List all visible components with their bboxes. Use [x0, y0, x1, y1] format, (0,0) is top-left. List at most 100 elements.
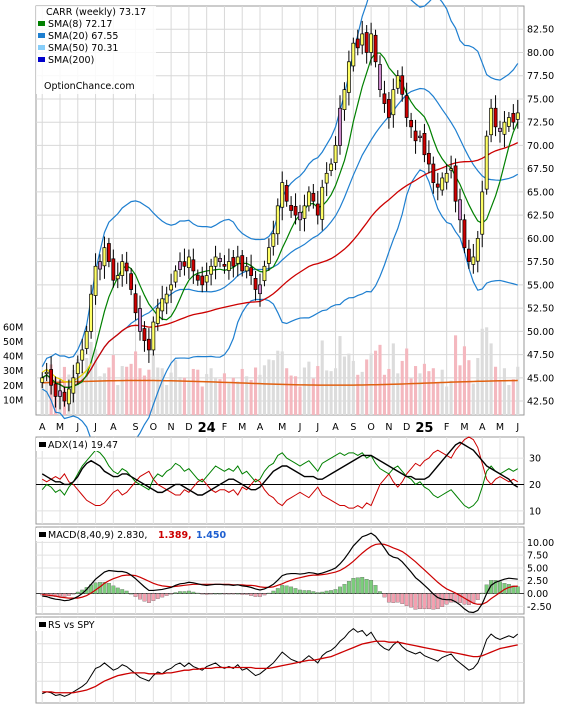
volume-bar: [378, 344, 382, 415]
x-axis-ticks: A M J J A S O N D 24 F M A M J J A S O N D 25 F M A M J: [39, 421, 519, 436]
macd-y-tick-label: -2.50: [527, 602, 552, 613]
candle-body: [200, 275, 205, 286]
volume-bar: [338, 336, 342, 415]
volume-bar: [271, 360, 275, 415]
adx-series-line: [41, 449, 519, 509]
candle-body: [262, 265, 267, 282]
macd-histogram-bar: [400, 593, 405, 604]
price-y-tick-label: 52.50: [527, 304, 554, 315]
candle-body: [506, 117, 511, 127]
volume-bar: [89, 341, 93, 415]
macd-histogram-bar: [266, 592, 271, 594]
candle-body: [133, 293, 138, 314]
volume-bar: [214, 378, 218, 415]
macd-histogram-bar: [426, 593, 431, 610]
rs-series-line: [42, 640, 518, 694]
candle-body: [195, 274, 200, 281]
macd-signal-value: 1.389,: [158, 530, 192, 541]
macd-histogram-bar: [449, 593, 454, 603]
candle-body: [71, 377, 76, 394]
candle-body: [249, 267, 254, 276]
x-tick-label: S: [133, 422, 139, 433]
macd-histogram-bar: [515, 586, 520, 594]
candle-body: [382, 93, 387, 104]
volume-bar: [231, 377, 235, 415]
volume-bar: [436, 382, 440, 415]
volume-bar: [111, 355, 115, 415]
candle-body: [204, 275, 209, 283]
macd-histogram-bar: [471, 593, 476, 603]
candle-body: [475, 238, 480, 262]
adx-lines: [36, 436, 524, 509]
macd-histogram-bar: [262, 593, 267, 596]
candle-body: [369, 33, 374, 53]
volume-bar: [365, 359, 369, 415]
candle-body: [244, 265, 249, 272]
macd-y-tick-label: 0.00: [527, 589, 548, 600]
macd-histogram: [40, 577, 520, 610]
candle-body: [173, 270, 178, 283]
macd-histogram-bar: [440, 593, 445, 607]
volume-bar: [85, 358, 89, 415]
macd-histogram-bar: [458, 593, 462, 603]
macd-histogram-bar: [71, 593, 76, 595]
macd-histogram-bar: [200, 593, 205, 595]
macd-histogram-bar: [151, 593, 156, 601]
candle-body: [431, 163, 436, 183]
macd-histogram-bar: [422, 593, 427, 610]
volume-bar: [396, 373, 400, 415]
x-tick-label: J: [315, 422, 319, 433]
volume-bar: [511, 379, 515, 415]
candle-body: [102, 247, 107, 267]
candle-body: [413, 130, 418, 142]
macd-histogram-bar: [160, 593, 165, 598]
macd-y-ticks: 10.00 7.505.00 2.50 0.00 -2.50: [527, 538, 554, 613]
volume-bar: [178, 377, 182, 415]
macd-histogram-bar: [413, 593, 418, 610]
candle-body: [338, 107, 342, 146]
volume-bar: [165, 385, 169, 415]
volume-bar: [494, 366, 498, 415]
candle-body: [378, 64, 382, 91]
candle-body: [258, 284, 262, 295]
volume-bar: [187, 381, 191, 415]
candle-body: [253, 278, 258, 290]
macd-histogram-bar: [311, 591, 316, 594]
x-tick-label: M: [56, 422, 64, 433]
candle-body: [80, 349, 85, 361]
volume-bar: [418, 373, 422, 415]
macd-histogram-bar: [498, 581, 502, 594]
macd-histogram-bar: [480, 592, 485, 594]
volume-bar: [196, 369, 200, 415]
candle-body: [493, 107, 498, 128]
candle-body: [271, 233, 276, 247]
adx-title: ADX(14) 19.47: [48, 440, 118, 451]
volume-bar: [169, 372, 173, 415]
candle-body: [213, 256, 218, 267]
macd-histogram-bar: [124, 590, 129, 594]
candle-body: [182, 261, 187, 267]
macd-y-tick-label: 7.50: [527, 551, 548, 562]
volume-bar: [405, 348, 409, 415]
candle-body: [422, 132, 427, 156]
legend-label: SMA(8) 72.17: [48, 19, 112, 30]
volume-bar: [391, 343, 395, 415]
volume-bar: [347, 353, 351, 415]
candle-body: [293, 205, 298, 216]
candle-body: [462, 219, 467, 249]
macd-histogram-bar: [404, 593, 409, 606]
x-tick-label: O: [367, 422, 374, 433]
candle-body: [466, 248, 471, 262]
x-tick-label: S: [350, 422, 356, 433]
x-tick-label: A: [110, 422, 117, 433]
candle-body: [426, 152, 431, 165]
candle-body: [155, 307, 160, 324]
sma50-line: [41, 142, 519, 389]
macd-histogram-bar: [289, 586, 294, 594]
volume-bar: [45, 380, 49, 415]
adx-y-tick-label: 10: [529, 506, 541, 517]
macd-histogram-bar: [306, 590, 311, 594]
volume-y-tick-label: 30M: [3, 366, 23, 377]
macd-histogram-bar: [431, 593, 436, 610]
